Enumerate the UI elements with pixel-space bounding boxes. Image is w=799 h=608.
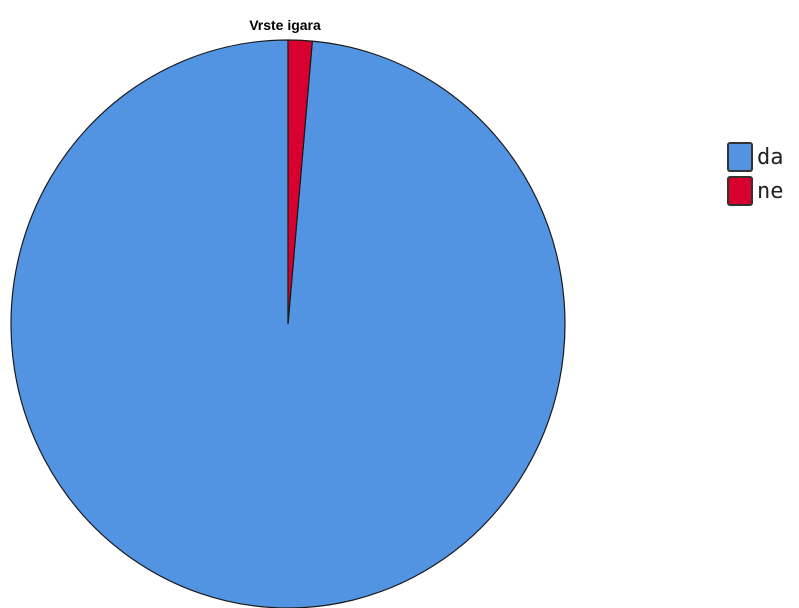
chart-title: Vrste igara [249,17,321,33]
legend-label-ne: ne [757,178,784,204]
legend-label-da: da [757,144,784,170]
legend-item-ne: ne [727,174,784,208]
pie-slice-ne [287,39,313,325]
legend-item-da: da [727,140,784,174]
legend-swatch-ne [727,176,753,206]
legend-swatch-da [727,142,753,172]
legend: da ne [727,140,784,208]
pie-slices [10,39,566,608]
